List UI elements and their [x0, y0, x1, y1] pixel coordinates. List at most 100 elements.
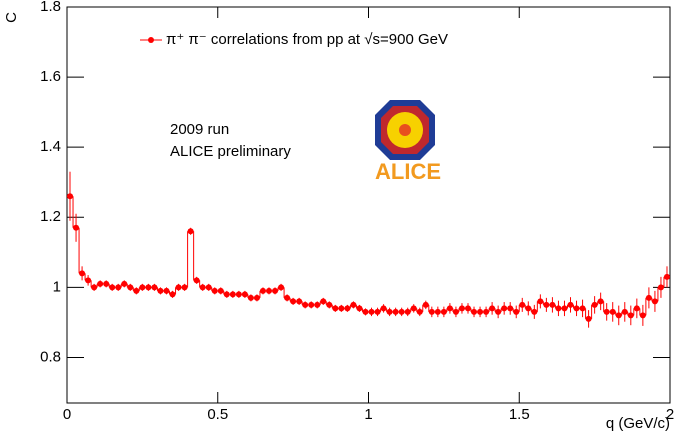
data-point — [507, 305, 514, 312]
data-point — [241, 291, 248, 298]
data-point — [79, 270, 86, 277]
data-point — [392, 308, 399, 315]
data-point — [356, 305, 363, 312]
data-point — [145, 284, 152, 291]
data-point — [374, 308, 381, 315]
y-axis-label: C — [3, 12, 20, 23]
data-point — [205, 284, 212, 291]
data-point — [151, 284, 158, 291]
data-point — [302, 301, 309, 308]
data-point — [193, 277, 200, 284]
data-point — [386, 308, 393, 315]
data-point — [103, 280, 110, 287]
data-point — [175, 284, 182, 291]
data-point — [434, 308, 441, 315]
data-point — [320, 298, 327, 305]
data-point — [259, 287, 266, 294]
data-point — [573, 305, 580, 312]
data-point — [567, 301, 574, 308]
data-point — [422, 301, 429, 308]
data-point — [266, 287, 273, 294]
data-point — [477, 308, 484, 315]
y-tick-label: 1.2 — [40, 208, 61, 225]
data-point — [115, 284, 122, 291]
data-point — [278, 284, 285, 291]
data-point — [157, 287, 164, 294]
data-point — [651, 298, 658, 305]
data-point — [67, 193, 74, 200]
data-point — [489, 305, 496, 312]
data-point — [85, 277, 92, 284]
legend-marker — [148, 37, 154, 43]
data-point — [199, 284, 206, 291]
data-point — [464, 305, 471, 312]
data-point — [362, 308, 369, 315]
data-point — [501, 305, 508, 312]
data-point — [561, 305, 568, 312]
data-point — [350, 301, 357, 308]
data-point — [519, 301, 526, 308]
plot-frame — [66, 6, 671, 404]
data-point — [404, 308, 411, 315]
data-point — [657, 284, 664, 291]
data-point — [169, 291, 176, 298]
data-point — [525, 305, 532, 312]
data-point — [133, 287, 140, 294]
data-point — [296, 298, 303, 305]
data-point — [73, 224, 80, 231]
data-point — [284, 294, 291, 301]
data-point — [639, 312, 646, 319]
data-point — [235, 291, 242, 298]
data-point — [290, 298, 297, 305]
y-tick-label: 1 — [53, 278, 61, 295]
data-point — [591, 301, 598, 308]
data-point — [332, 305, 339, 312]
logo-text: ALICE — [375, 159, 441, 184]
data-point — [471, 308, 478, 315]
data-point — [326, 301, 333, 308]
data-point — [410, 305, 417, 312]
data-point — [398, 308, 405, 315]
data-point — [380, 305, 387, 312]
data-point — [555, 305, 562, 312]
data-point — [585, 315, 592, 322]
data-point — [537, 298, 544, 305]
data-point — [344, 305, 351, 312]
data-point — [139, 284, 146, 291]
data-point — [163, 287, 170, 294]
data-point — [452, 308, 459, 315]
data-point — [91, 284, 98, 291]
data-point — [187, 228, 194, 235]
data-point — [549, 301, 556, 308]
data-point — [181, 284, 188, 291]
data-point — [416, 308, 423, 315]
annotation: ALICE preliminary — [170, 143, 291, 160]
data-point — [97, 280, 104, 287]
data-point — [645, 294, 652, 301]
x-tick-label: 0 — [63, 406, 71, 423]
data-point — [368, 308, 375, 315]
data-point — [458, 305, 465, 312]
logo: ALICE — [375, 100, 441, 184]
data-point — [211, 287, 218, 294]
y-tick-label: 1.4 — [40, 138, 61, 155]
data-point — [597, 298, 604, 305]
x-tick-label: 2 — [666, 406, 674, 423]
data-point — [217, 287, 224, 294]
data-point — [109, 284, 116, 291]
data-point — [663, 273, 670, 280]
data-point — [621, 308, 628, 315]
data-point — [308, 301, 315, 308]
data-point — [338, 305, 345, 312]
data-point — [440, 308, 447, 315]
legend-label: π⁺ π⁻ correlations from pp at √s=900 GeV — [166, 31, 448, 48]
x-tick-label: 1 — [364, 406, 372, 423]
data-point — [615, 312, 622, 319]
x-axis-label: q (GeV/c) — [606, 415, 670, 432]
y-tick-label: 1.6 — [40, 68, 61, 85]
data-point — [633, 305, 640, 312]
data-point — [223, 291, 230, 298]
data-point — [127, 284, 134, 291]
data-point — [428, 308, 435, 315]
